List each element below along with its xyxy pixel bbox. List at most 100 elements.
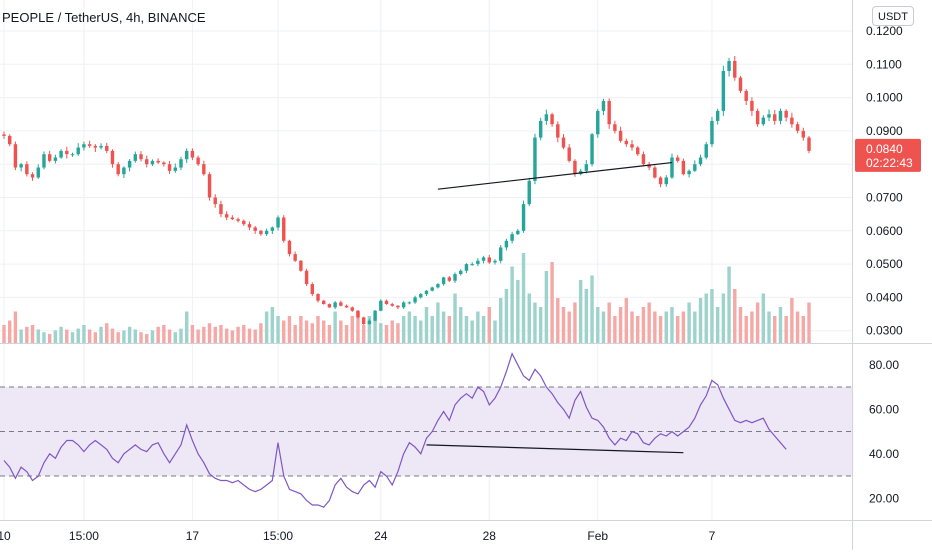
volume-bar — [681, 311, 686, 343]
candle-up — [150, 160, 155, 165]
candle-up — [430, 287, 434, 291]
candle-down — [110, 150, 115, 165]
volume-bar — [516, 280, 520, 343]
volume-bar — [270, 307, 275, 343]
volume-bar — [607, 302, 611, 343]
candle-down — [299, 260, 303, 271]
candle-down — [675, 157, 680, 161]
volume-bar — [624, 298, 629, 343]
volume-bar — [207, 323, 212, 343]
volume-bar — [384, 325, 389, 343]
volume-bar — [773, 316, 777, 343]
candle-up — [70, 154, 75, 156]
candle-up — [333, 302, 337, 308]
volume-bar — [19, 329, 23, 343]
candle-up — [401, 302, 406, 308]
volume-bar — [299, 316, 303, 343]
volume-bar — [413, 316, 417, 343]
candle-down — [630, 144, 634, 148]
candle-up — [721, 70, 726, 111]
candle-down — [167, 164, 172, 171]
candle-down — [105, 145, 109, 151]
symbol-title[interactable]: PEOPLE / TetherUS, 4h, BINANCE — [2, 10, 206, 25]
volume-bar — [224, 328, 229, 343]
volume-bar — [282, 320, 286, 343]
candle-down — [207, 174, 212, 198]
candle-down — [733, 60, 737, 78]
currency-badge[interactable]: USDT — [872, 6, 914, 26]
candle-up — [173, 167, 177, 171]
volume-bar — [419, 320, 423, 343]
candle-up — [270, 227, 275, 231]
volume-bar — [533, 302, 537, 343]
volume-bar — [687, 302, 691, 343]
volume-bar — [750, 311, 754, 343]
volume-bar — [333, 311, 337, 343]
candle-down — [556, 124, 560, 138]
candle-down — [795, 124, 800, 131]
time-tick-label: 15:00 — [69, 529, 99, 543]
volume-bar — [498, 298, 503, 343]
candle-down — [607, 100, 611, 125]
candle-up — [127, 160, 132, 168]
volume-bar — [122, 330, 126, 343]
volume-bar — [156, 326, 160, 343]
volume-bar — [504, 289, 509, 343]
candle-up — [441, 277, 446, 285]
volume-bar — [219, 325, 223, 343]
volume-bar — [733, 289, 737, 343]
candle-down — [773, 114, 777, 121]
volume-bar — [339, 320, 343, 343]
volume-bar — [99, 326, 103, 343]
volume-bar — [670, 307, 674, 343]
volume-bar — [213, 326, 217, 343]
rsi-layer — [3, 352, 787, 508]
volume-bar — [464, 316, 469, 343]
volume-bar — [561, 307, 566, 343]
candle-up — [413, 297, 417, 303]
candle-down — [356, 310, 360, 318]
candle-down — [65, 150, 69, 155]
candle-down — [681, 160, 686, 175]
volume-bar — [25, 326, 29, 343]
candle-up — [19, 164, 23, 168]
candle-down — [25, 164, 29, 175]
candle-down — [162, 162, 166, 165]
rsi-tick-label: 60.00 — [869, 402, 899, 416]
candle-down — [327, 304, 332, 308]
candle-down — [807, 137, 811, 151]
volume-bar — [578, 280, 583, 343]
volume-bar — [127, 326, 132, 343]
price-marker-value: 0.0840 — [866, 142, 903, 156]
candle-up — [476, 260, 480, 265]
candle-up — [693, 164, 697, 171]
volume-bar — [596, 307, 600, 343]
volume-bar — [698, 298, 703, 343]
candle-down — [750, 100, 754, 111]
volume-bar — [76, 328, 80, 343]
time-tick-label: Feb — [587, 529, 608, 543]
volume-bar — [367, 316, 372, 343]
volume-bar — [476, 311, 480, 343]
candle-down — [87, 144, 92, 146]
price-tick-label: 0.0600 — [866, 224, 903, 238]
candle-down — [236, 219, 240, 221]
volume-bar — [795, 311, 800, 343]
candle-down — [202, 164, 206, 175]
candle-down — [247, 224, 252, 228]
price-tick-label: 0.1000 — [866, 91, 903, 105]
candle-down — [396, 305, 400, 308]
price-tick-label: 0.0700 — [866, 191, 903, 205]
volume-bar — [379, 323, 383, 343]
candle-up — [133, 154, 138, 161]
volume-bar — [327, 325, 332, 343]
candle-down — [242, 220, 246, 225]
candle-up — [373, 310, 377, 321]
volume-bar — [453, 293, 457, 343]
volume-bar — [150, 330, 155, 343]
volume-bar — [658, 316, 663, 343]
time-tick-label: 15:00 — [263, 529, 293, 543]
